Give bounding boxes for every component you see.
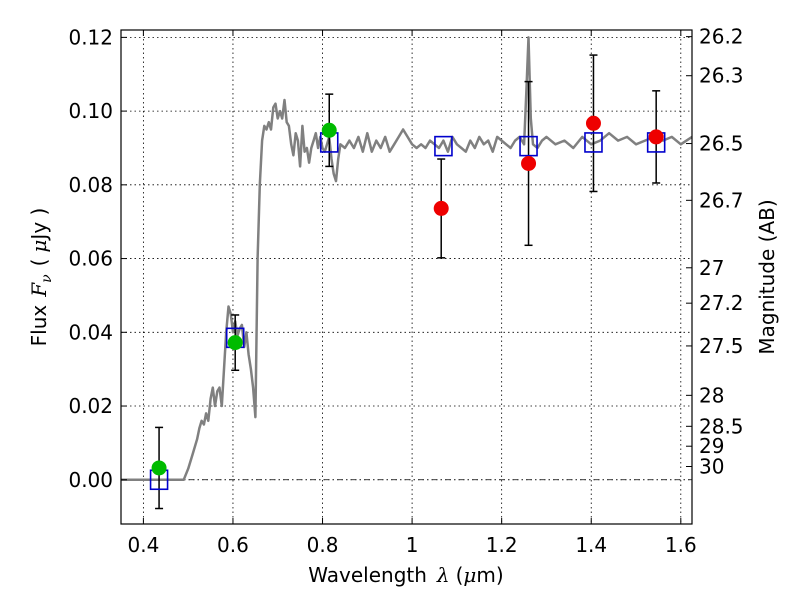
y2-tick-label: 27.5 — [699, 334, 744, 358]
errorbar-layer — [155, 54, 661, 510]
y2-axis-title: Magnitude (AB) — [755, 199, 779, 354]
x-axis-ticks: 0.4 0.6 0.8 1 1.2 1.4 1.6 — [127, 30, 697, 557]
y2-tick-label: 26.3 — [699, 64, 744, 88]
y2-tick-label: 28.5 — [699, 414, 744, 438]
x-tick-label: 0.8 — [307, 533, 339, 557]
model-point — [519, 135, 538, 157]
observed-point-green — [227, 335, 243, 351]
y2-tick-label: 28 — [699, 383, 724, 407]
y-axis-ticks: 0.00 0.02 0.04 0.06 0.08 0.10 0.12 — [68, 25, 127, 492]
observed-point-green — [321, 122, 337, 138]
model-point — [434, 135, 453, 157]
y2-tick-label: 27 — [699, 256, 724, 280]
y2-tick-label: 27.2 — [699, 291, 744, 315]
y-tick-label: 0.08 — [68, 173, 113, 197]
y-tick-label: 0.04 — [68, 320, 113, 344]
x-tick-label: 1.4 — [575, 533, 607, 557]
y-tick-label: 0.10 — [68, 99, 113, 123]
y-tick-label: 0.02 — [68, 394, 113, 418]
y-tick-label: 0.12 — [68, 25, 113, 49]
plot-frame — [120, 29, 693, 525]
x-tick-label: 1 — [406, 533, 419, 557]
y-axis-title: FluxFν(μJy ) — [27, 208, 55, 347]
x-tick-label: 0.6 — [217, 533, 249, 557]
observed-point-red — [648, 129, 664, 145]
y2-tick-label: 26.2 — [699, 25, 744, 49]
observed-point-red — [433, 200, 449, 216]
grid-lines — [121, 30, 692, 524]
y2-tick-label: 26.5 — [699, 132, 744, 156]
y-tick-label: 0.06 — [68, 247, 113, 271]
x-tick-label: 1.6 — [665, 533, 697, 557]
y2-tick-label: 26.7 — [699, 188, 744, 212]
observed-points-layer — [151, 115, 664, 476]
y-tick-label: 0.00 — [68, 468, 113, 492]
observed-point-red — [521, 155, 537, 171]
y2-tick-label: 29 — [699, 434, 724, 458]
x-axis-title: Wavelength λ (μm) — [308, 563, 503, 587]
model-point — [584, 132, 603, 153]
x-tick-label: 1.2 — [486, 533, 518, 557]
observed-point-green — [151, 460, 167, 476]
observed-point-red — [585, 115, 601, 131]
x-tick-label: 0.4 — [127, 533, 159, 557]
y2-tick-label: 30 — [699, 454, 724, 478]
